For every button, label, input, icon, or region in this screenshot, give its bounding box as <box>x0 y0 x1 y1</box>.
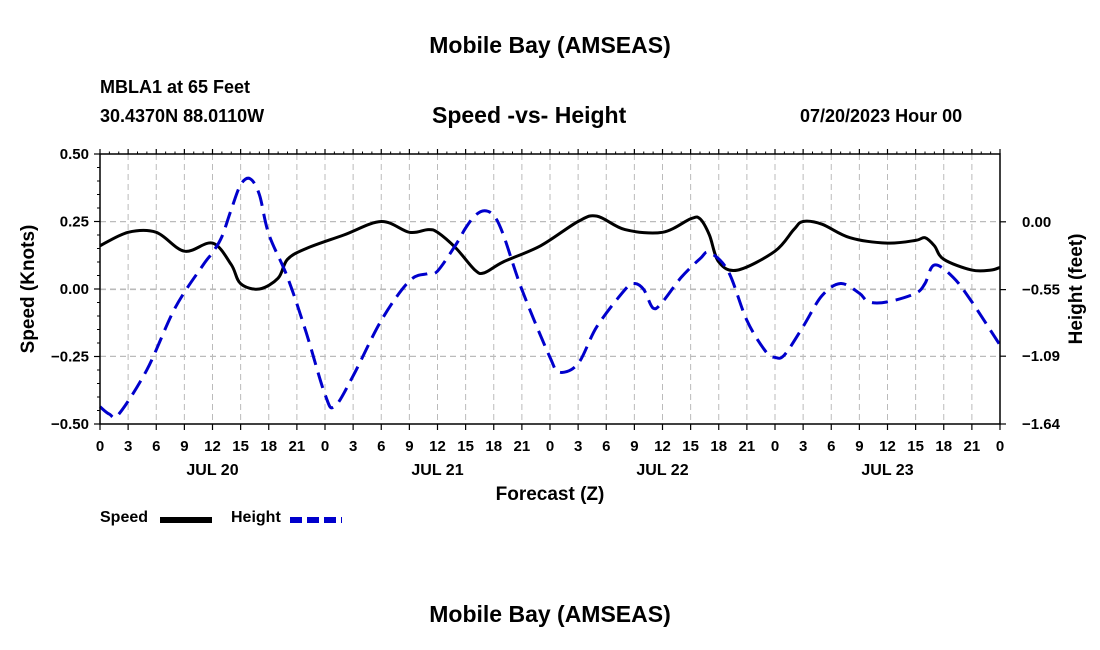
x-tick-label: 0 <box>546 438 554 455</box>
x-axis-label: Forecast (Z) <box>496 484 605 505</box>
x-tick-label: 3 <box>574 438 582 455</box>
height-series-line <box>99 176 1002 420</box>
x-tick-label: 18 <box>935 438 952 455</box>
x-tick-label: 0 <box>771 438 779 455</box>
x-tick-label: 12 <box>204 438 221 455</box>
speed-series-line <box>99 214 1001 291</box>
x-tick-label: 0 <box>321 438 329 455</box>
x-tick-label: 21 <box>289 438 306 455</box>
x-tick-label: 15 <box>457 438 474 455</box>
x-tick-label: 9 <box>855 438 863 455</box>
x-tick-label: 6 <box>827 438 835 455</box>
day-label: JUL 20 <box>186 462 238 479</box>
x-tick-label: 6 <box>602 438 610 455</box>
x-tick-label: 21 <box>514 438 531 455</box>
x-tick-label: 0 <box>96 438 104 455</box>
day-label: JUL 23 <box>861 462 913 479</box>
x-tick-label: 0 <box>996 438 1004 455</box>
x-tick-label: 21 <box>964 438 981 455</box>
day-label: JUL 22 <box>636 462 688 479</box>
x-tick-label: 3 <box>124 438 132 455</box>
x-tick-label: 12 <box>429 438 446 455</box>
x-tick-label: 6 <box>152 438 160 455</box>
x-tick-label: 18 <box>710 438 727 455</box>
x-tick-label: 3 <box>349 438 357 455</box>
footer-title: Mobile Bay (AMSEAS) <box>429 601 671 627</box>
y-left-tick-label: −0.50 <box>51 416 89 433</box>
legend-height-label: Height <box>231 509 281 526</box>
day-label: JUL 21 <box>411 462 463 479</box>
x-tick-label: 12 <box>879 438 896 455</box>
y-right-tick-label: −1.64 <box>1022 416 1061 433</box>
legend-speed-label: Speed <box>100 509 149 526</box>
x-tick-label: 21 <box>739 438 756 455</box>
y-left-tick-label: 0.00 <box>60 281 89 298</box>
x-tick-label: 9 <box>180 438 188 455</box>
x-tick-label: 15 <box>907 438 924 455</box>
y-left-tick-label: −0.25 <box>51 349 89 366</box>
series-layer <box>99 176 1002 420</box>
y-left-tick-label: 0.50 <box>60 146 89 163</box>
forecast-datetime: 07/20/2023 Hour 00 <box>800 106 963 126</box>
x-tick-label: 9 <box>630 438 638 455</box>
chart-subtitle: Speed -vs- Height <box>432 102 627 128</box>
axes: 0 3 6 9 12 15 18 21 0 3 6 9 12 15 18 21 0 3 6 9 12 15 18 21 0 3 6 9… <box>18 146 1087 505</box>
station-label: MBLA1 at 65 Feet <box>100 77 251 97</box>
x-tick-label: 15 <box>682 438 699 455</box>
y-right-tick-label: −1.09 <box>1022 348 1060 365</box>
x-tick-label: 12 <box>654 438 671 455</box>
x-tick-label: 15 <box>232 438 249 455</box>
x-tick-label: 3 <box>799 438 807 455</box>
y-left-tick-label: 0.25 <box>60 214 89 231</box>
y-left-axis-label: Speed (Knots) <box>18 225 39 354</box>
y-right-tick-label: 0.00 <box>1022 214 1051 231</box>
y-right-axis-label: Height (feet) <box>1066 234 1087 345</box>
y-right-tick-label: −0.55 <box>1022 282 1060 299</box>
x-tick-label: 9 <box>405 438 413 455</box>
x-tick-label: 18 <box>260 438 277 455</box>
coordinates-label: 30.4370N 88.0110W <box>100 106 265 126</box>
x-tick-label: 6 <box>377 438 385 455</box>
chart-title: Mobile Bay (AMSEAS) <box>429 32 671 58</box>
x-tick-label: 18 <box>485 438 502 455</box>
